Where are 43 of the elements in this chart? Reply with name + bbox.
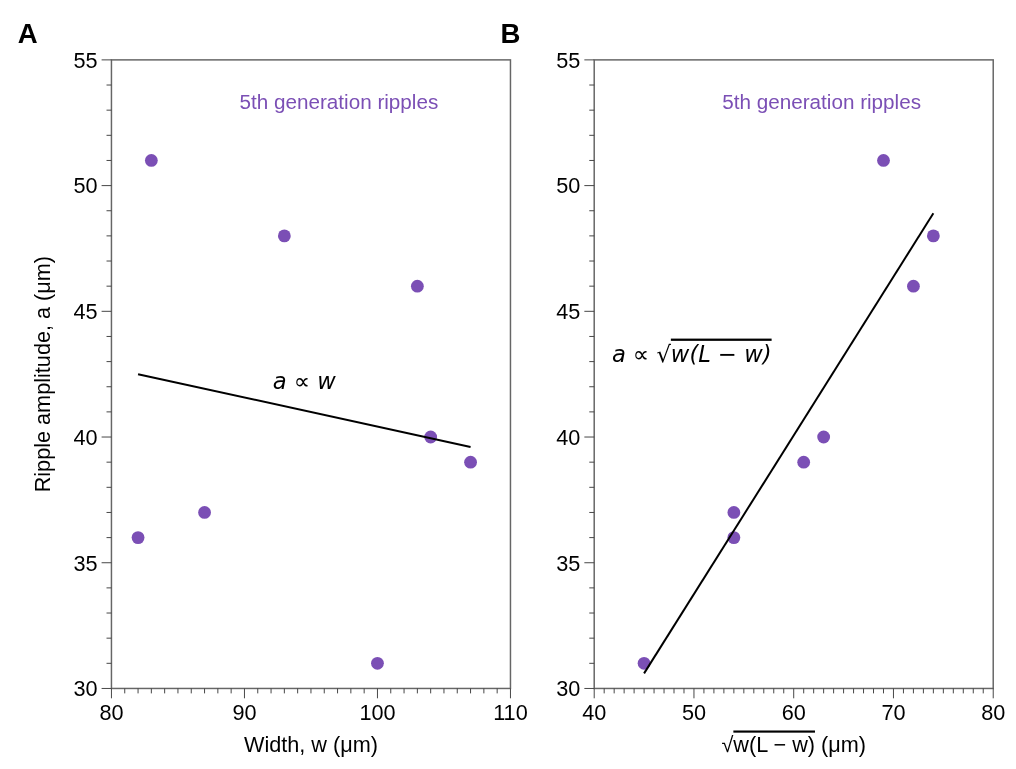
x-tick-label: 100 — [359, 699, 396, 725]
y-tick-label: 50 — [556, 173, 581, 199]
point — [198, 506, 211, 519]
y-tick-label: 30 — [556, 676, 581, 702]
y-tick-label: 45 — [556, 299, 581, 325]
x-tick-label: 50 — [681, 699, 707, 725]
x-tick-label: 40 — [582, 699, 607, 725]
y-tick-label: 40 — [73, 424, 98, 450]
y-tick-label: 45 — [73, 299, 98, 325]
x-tick-label: 70 — [881, 699, 906, 725]
text: 5th generation ripples — [722, 90, 922, 114]
point — [727, 506, 741, 519]
point — [907, 279, 920, 293]
y-tick-label: 55 — [73, 47, 98, 73]
y-tick-label: 35 — [73, 550, 98, 576]
point — [410, 279, 424, 293]
y-tick-label: 40 — [556, 424, 581, 450]
text: 5th generation ripples — [239, 90, 439, 114]
chart-title: B — [500, 18, 521, 50]
x-axis-title: √w(L − w) (μm) — [721, 732, 866, 758]
y-tick-label: 35 — [556, 550, 581, 576]
text: a ∝ √w(L − w) — [611, 340, 772, 367]
point — [926, 229, 940, 243]
x-tick-label: 80 — [99, 699, 124, 725]
point — [877, 154, 890, 167]
point — [817, 430, 831, 444]
x-tick-label: 110 — [493, 699, 528, 725]
chart-title: A — [17, 18, 38, 50]
point — [277, 229, 291, 243]
y-tick-label: 50 — [73, 173, 98, 199]
series-label: a ∝ w — [272, 367, 337, 394]
y-tick-label: 30 — [73, 676, 98, 702]
y-tick-label: 55 — [556, 47, 581, 73]
x-tick-label: 80 — [981, 699, 1006, 725]
x-axis-title: Width, w (μm) — [243, 732, 378, 758]
point — [131, 531, 145, 544]
y-axis-title: Ripple amplitude, a (μm) — [30, 255, 56, 493]
x-tick-label: 90 — [232, 699, 257, 725]
point — [371, 656, 384, 670]
point — [464, 455, 477, 469]
x-tick-label: 60 — [781, 699, 806, 725]
point — [144, 154, 158, 167]
point — [797, 455, 811, 469]
